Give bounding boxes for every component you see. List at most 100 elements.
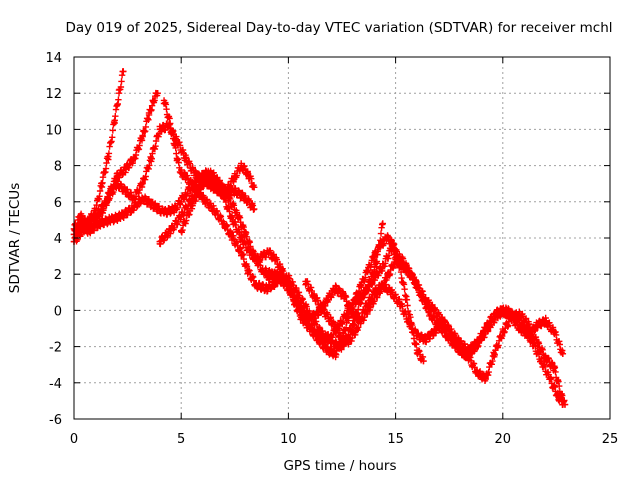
y-tick-label: 12	[45, 87, 62, 102]
data-point	[120, 68, 127, 75]
series-track-6	[156, 173, 427, 365]
data-point	[388, 245, 395, 253]
data-point	[315, 310, 322, 318]
data-point	[426, 310, 434, 318]
data-point	[546, 375, 554, 383]
data-point	[362, 289, 369, 296]
data-point	[465, 354, 472, 361]
data-point	[208, 169, 215, 177]
y-tick-label: 0	[54, 304, 62, 319]
y-tick-label: 10	[45, 123, 62, 138]
data-point	[302, 278, 309, 285]
data-point	[456, 347, 464, 354]
data-point	[349, 321, 356, 329]
data-point	[559, 350, 567, 358]
data-point	[139, 180, 146, 187]
y-tick-label: 8	[54, 160, 62, 175]
data-point	[173, 155, 181, 162]
data-point	[111, 117, 118, 124]
data-point	[178, 227, 185, 234]
data-point	[319, 336, 326, 343]
data-point	[323, 296, 331, 303]
data-point	[150, 202, 157, 209]
data-point	[336, 332, 344, 339]
y-tick-label: -2	[49, 341, 62, 356]
data-point	[231, 173, 238, 180]
data-point	[145, 111, 153, 119]
data-point	[383, 274, 391, 282]
data-point	[210, 205, 217, 213]
series-track-9	[302, 278, 567, 405]
y-tick-label: 4	[54, 232, 62, 247]
series-layer	[70, 68, 569, 408]
data-point	[160, 97, 168, 104]
data-point	[265, 249, 273, 256]
data-point	[238, 249, 245, 256]
y-tick-label: -6	[49, 413, 62, 428]
data-point	[362, 303, 369, 310]
data-point	[345, 339, 352, 347]
x-tick-label: 5	[177, 432, 185, 447]
data-point	[383, 234, 391, 242]
chart-title: Day 019 of 2025, Sidereal Day-to-day VTE…	[65, 20, 612, 36]
data-point	[75, 223, 82, 231]
data-point	[216, 180, 223, 187]
data-point	[238, 234, 245, 242]
data-point	[107, 216, 114, 224]
data-point	[117, 213, 125, 220]
data-point	[332, 350, 339, 358]
data-point	[190, 169, 198, 177]
data-point	[364, 267, 371, 274]
data-point	[533, 321, 541, 329]
data-point	[340, 292, 348, 300]
data-point	[199, 194, 206, 202]
data-point	[272, 271, 279, 278]
data-point	[521, 325, 528, 332]
x-tick-label: 20	[495, 432, 512, 447]
data-point	[85, 227, 93, 234]
data-point	[409, 274, 416, 282]
data-point	[122, 166, 129, 173]
y-tick-label: 6	[54, 196, 62, 211]
data-point	[188, 202, 196, 209]
data-point	[486, 321, 494, 329]
x-tick-label: 10	[280, 432, 297, 447]
data-point	[122, 187, 129, 195]
data-point	[156, 238, 163, 245]
data-point	[173, 137, 181, 144]
axis-ticks: 0 5 10 15 20 25 -6 -4 -2 0 2 4 6 8 10 12 14	[45, 51, 618, 447]
data-point	[516, 310, 524, 318]
data-point	[448, 332, 455, 339]
y-tick-label: 2	[54, 268, 62, 283]
data-point	[533, 339, 541, 347]
data-point	[551, 328, 558, 336]
data-point	[430, 328, 438, 336]
data-point	[559, 397, 567, 405]
data-point	[495, 310, 502, 318]
x-tick-label: 25	[602, 432, 619, 447]
data-point	[139, 133, 146, 140]
data-point	[147, 155, 155, 162]
data-point	[420, 357, 427, 365]
data-point	[250, 184, 258, 191]
data-point	[491, 350, 498, 358]
data-point	[418, 292, 425, 300]
data-point	[263, 274, 271, 282]
data-point	[422, 336, 429, 343]
data-point	[379, 263, 386, 271]
data-point	[169, 129, 176, 137]
data-point	[160, 209, 168, 216]
data-point	[306, 314, 314, 321]
data-point	[244, 267, 251, 274]
data-point	[182, 173, 189, 180]
y-axis-label: SDTVAR / TECUs	[7, 183, 23, 293]
data-point	[370, 252, 378, 260]
data-point	[220, 220, 228, 227]
data-point	[280, 274, 288, 282]
data-point	[370, 274, 378, 282]
data-point	[379, 220, 386, 227]
data-point	[225, 194, 232, 202]
data-point	[156, 126, 163, 133]
data-point	[289, 289, 296, 296]
